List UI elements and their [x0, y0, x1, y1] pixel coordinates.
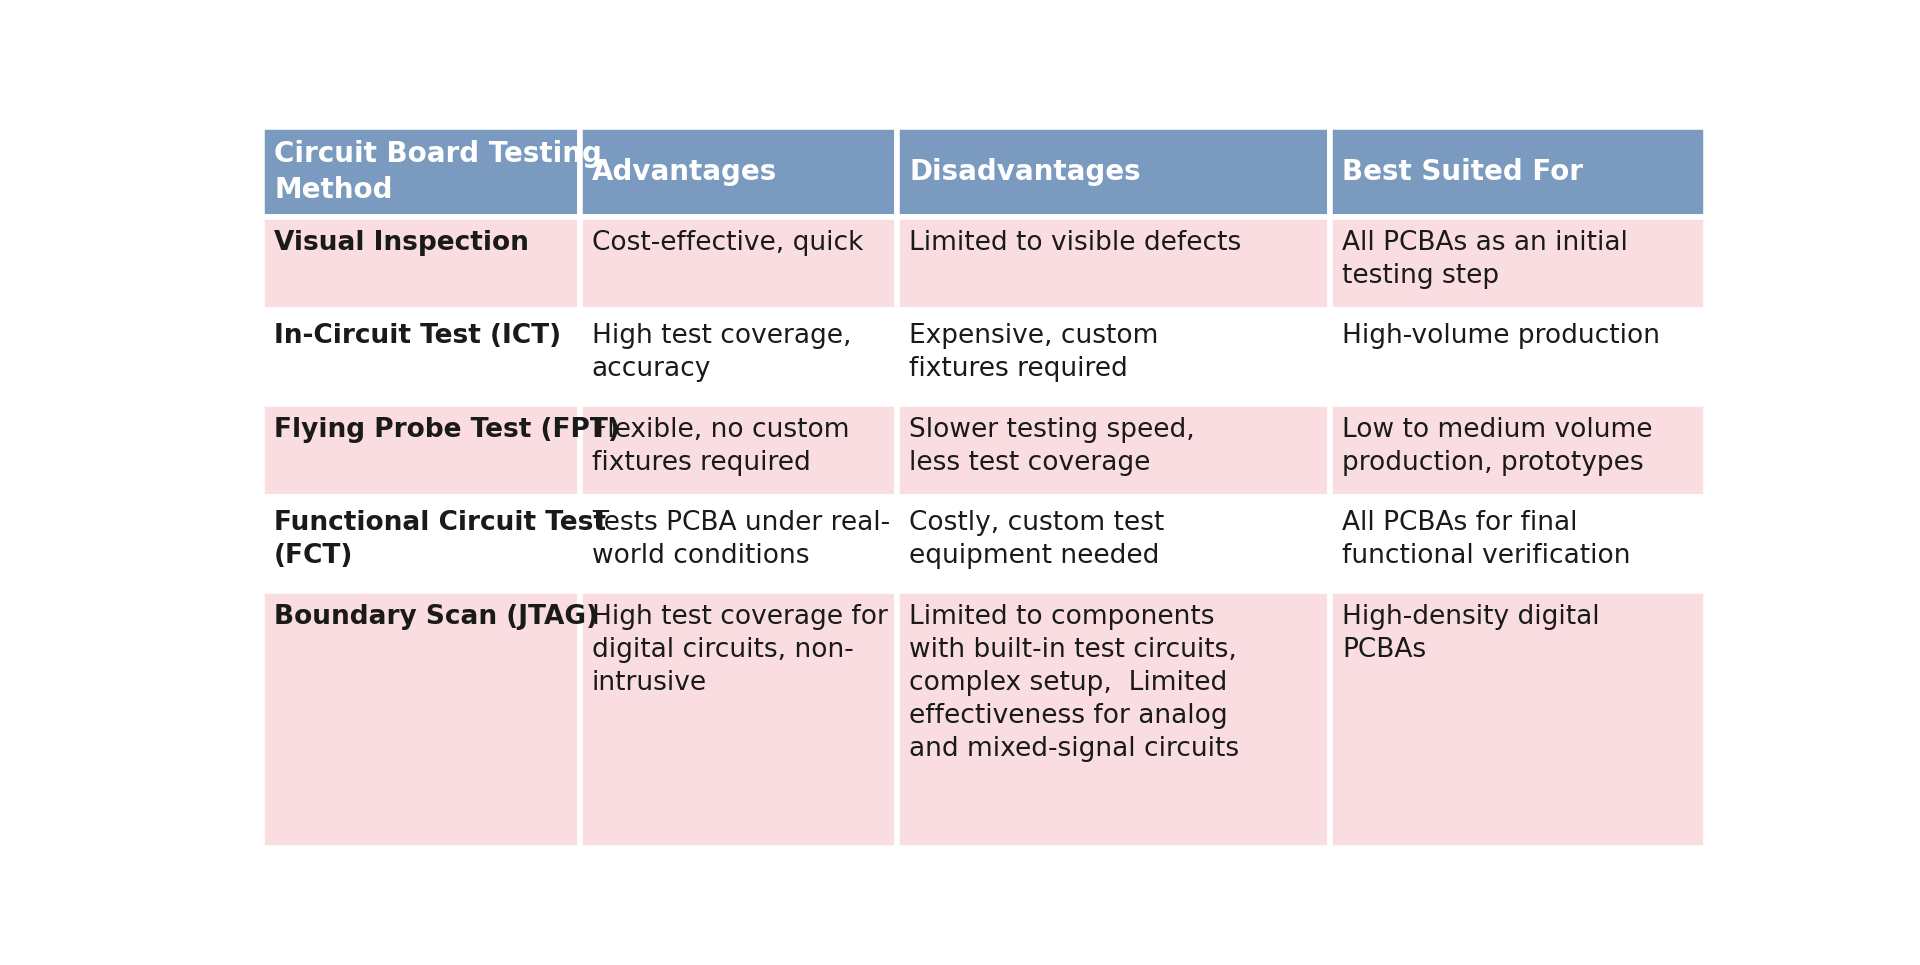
Text: Flexible, no custom
fixtures required: Flexible, no custom fixtures required	[591, 417, 849, 476]
Bar	[580, 310, 897, 403]
Bar	[897, 591, 1331, 847]
Text: Expensive, custom
fixtures required: Expensive, custom fixtures required	[910, 323, 1158, 382]
Bar	[263, 591, 580, 847]
Bar	[1331, 497, 1705, 591]
Bar	[1331, 403, 1705, 497]
Text: Disadvantages: Disadvantages	[910, 157, 1140, 185]
Text: Tests PCBA under real-
world conditions: Tests PCBA under real- world conditions	[591, 510, 889, 569]
Bar	[1331, 310, 1705, 403]
Text: Limited to components
with built-in test circuits,
complex setup,  Limited
effec: Limited to components with built-in test…	[910, 604, 1240, 762]
Text: Functional Circuit Test
(FCT): Functional Circuit Test (FCT)	[275, 510, 607, 569]
Bar	[580, 591, 897, 847]
Text: In-Circuit Test (ICT): In-Circuit Test (ICT)	[275, 323, 561, 349]
Bar	[897, 403, 1331, 497]
Bar	[580, 127, 897, 216]
Bar	[897, 127, 1331, 216]
Bar	[263, 497, 580, 591]
Text: High test coverage for
digital circuits, non-
intrusive: High test coverage for digital circuits,…	[591, 604, 887, 696]
Text: Flying Probe Test (FPT): Flying Probe Test (FPT)	[275, 417, 620, 443]
Bar	[263, 403, 580, 497]
Bar	[263, 310, 580, 403]
Text: Best Suited For: Best Suited For	[1342, 157, 1584, 185]
Bar	[897, 497, 1331, 591]
Bar	[1331, 216, 1705, 310]
Bar	[580, 497, 897, 591]
Text: Limited to visible defects: Limited to visible defects	[910, 230, 1242, 256]
Text: Slower testing speed,
less test coverage: Slower testing speed, less test coverage	[910, 417, 1194, 476]
Text: Boundary Scan (JTAG): Boundary Scan (JTAG)	[275, 604, 599, 630]
Text: Visual Inspection: Visual Inspection	[275, 230, 530, 256]
Bar	[897, 310, 1331, 403]
Text: Circuit Board Testing
Method: Circuit Board Testing Method	[275, 140, 603, 204]
Text: Cost-effective, quick: Cost-effective, quick	[591, 230, 864, 256]
Bar	[263, 127, 580, 216]
Text: Low to medium volume
production, prototypes: Low to medium volume production, prototy…	[1342, 417, 1653, 476]
Text: Advantages: Advantages	[591, 157, 778, 185]
Text: Costly, custom test
equipment needed: Costly, custom test equipment needed	[910, 510, 1165, 569]
Text: High test coverage,
accuracy: High test coverage, accuracy	[591, 323, 851, 382]
Bar	[1331, 591, 1705, 847]
Text: High-density digital
PCBAs: High-density digital PCBAs	[1342, 604, 1599, 663]
Text: All PCBAs for final
functional verification: All PCBAs for final functional verificat…	[1342, 510, 1630, 569]
Bar	[897, 216, 1331, 310]
Text: All PCBAs as an initial
testing step: All PCBAs as an initial testing step	[1342, 230, 1628, 289]
Bar	[1331, 127, 1705, 216]
Bar	[580, 403, 897, 497]
Bar	[580, 216, 897, 310]
Bar	[263, 216, 580, 310]
Text: High-volume production: High-volume production	[1342, 323, 1661, 349]
